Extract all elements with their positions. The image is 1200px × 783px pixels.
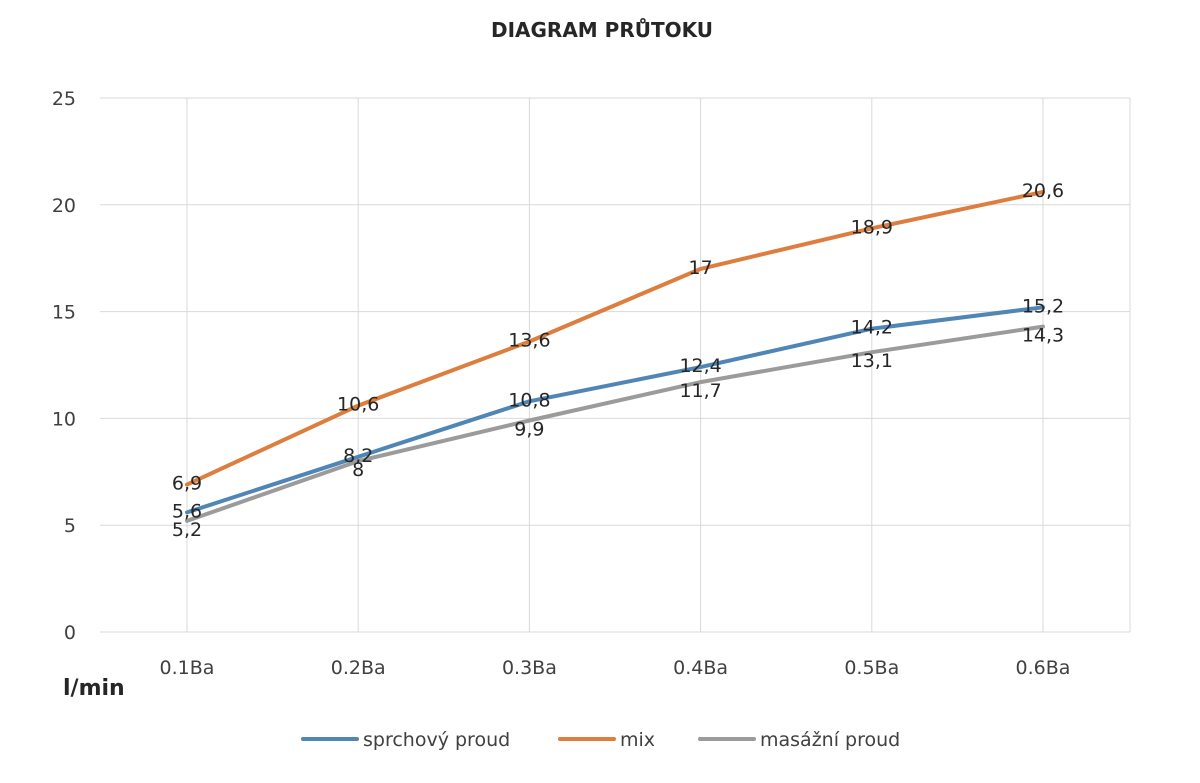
- data-label-masazni-proud: 14,3: [1022, 325, 1064, 347]
- legend-label: mix: [620, 729, 655, 751]
- data-labels: 5,6 8,2 10,8 12,4 14,2 15,2 6,9 10,6 13,6 17 18,9 2…: [172, 180, 1064, 541]
- data-label-masazni-proud: 8: [352, 459, 364, 481]
- series-line-masazni-proud: [185, 324, 1045, 523]
- chart-title: DIAGRAM PRŮTOKU: [491, 18, 713, 42]
- y-tick-label: 25: [52, 88, 76, 110]
- x-tick-label: 0.2Ba: [331, 657, 386, 679]
- data-label-mix: 17: [689, 257, 713, 279]
- data-label-masazni-proud: 13,1: [851, 350, 893, 372]
- series-line-sprchovy-proud: [185, 305, 1045, 515]
- data-label-sprchovy-proud: 5,6: [172, 500, 202, 522]
- data-label-mix: 10,6: [337, 394, 379, 416]
- legend-item-sprchovy-proud[interactable]: sprchový proud: [301, 729, 510, 751]
- series-line-mix: [185, 190, 1045, 487]
- x-tick-label: 0.4Ba: [673, 657, 728, 679]
- legend[interactable]: sprchový proud mix masážní proud: [301, 729, 900, 751]
- x-tick-label: 0.3Ba: [502, 657, 557, 679]
- y-tick-label: 10: [52, 408, 76, 430]
- series-layer: [185, 190, 1045, 523]
- x-axis-ticks: 0.1Ba 0.2Ba 0.3Ba 0.4Ba 0.5Ba 0.6Ba: [160, 657, 1071, 679]
- data-label-sprchovy-proud: 10,8: [508, 389, 550, 411]
- data-label-masazni-proud: 9,9: [514, 419, 544, 441]
- data-label-sprchovy-proud: 15,2: [1022, 295, 1064, 317]
- y-tick-label: 20: [52, 195, 76, 217]
- data-label-masazni-proud: 5,2: [172, 519, 202, 541]
- legend-label: sprchový proud: [363, 729, 510, 751]
- legend-item-masazni-proud[interactable]: masážní proud: [698, 729, 900, 751]
- data-label-sprchovy-proud: 8,2: [343, 445, 373, 467]
- x-tick-label: 0.5Ba: [844, 657, 899, 679]
- data-label-sprchovy-proud: 14,2: [851, 317, 893, 339]
- data-label-mix: 20,6: [1022, 180, 1064, 202]
- data-label-mix: 13,6: [508, 330, 550, 352]
- legend-item-mix[interactable]: mix: [558, 729, 655, 751]
- y-tick-label: 0: [64, 622, 76, 644]
- data-label-sprchovy-proud: 12,4: [679, 355, 721, 377]
- y-axis-ticks: 0 5 10 15 20 25: [52, 88, 76, 644]
- y-tick-label: 5: [64, 515, 76, 537]
- y-axis-unit-label: l/min: [63, 676, 125, 701]
- data-label-mix: 6,9: [172, 473, 202, 495]
- data-label-mix: 18,9: [851, 216, 893, 238]
- grid-layer: [100, 97, 1131, 633]
- x-tick-label: 0.6Ba: [1016, 657, 1071, 679]
- data-label-masazni-proud: 11,7: [679, 380, 721, 402]
- y-tick-label: 15: [52, 302, 76, 324]
- legend-label: masážní proud: [760, 729, 900, 751]
- x-tick-label: 0.1Ba: [160, 657, 215, 679]
